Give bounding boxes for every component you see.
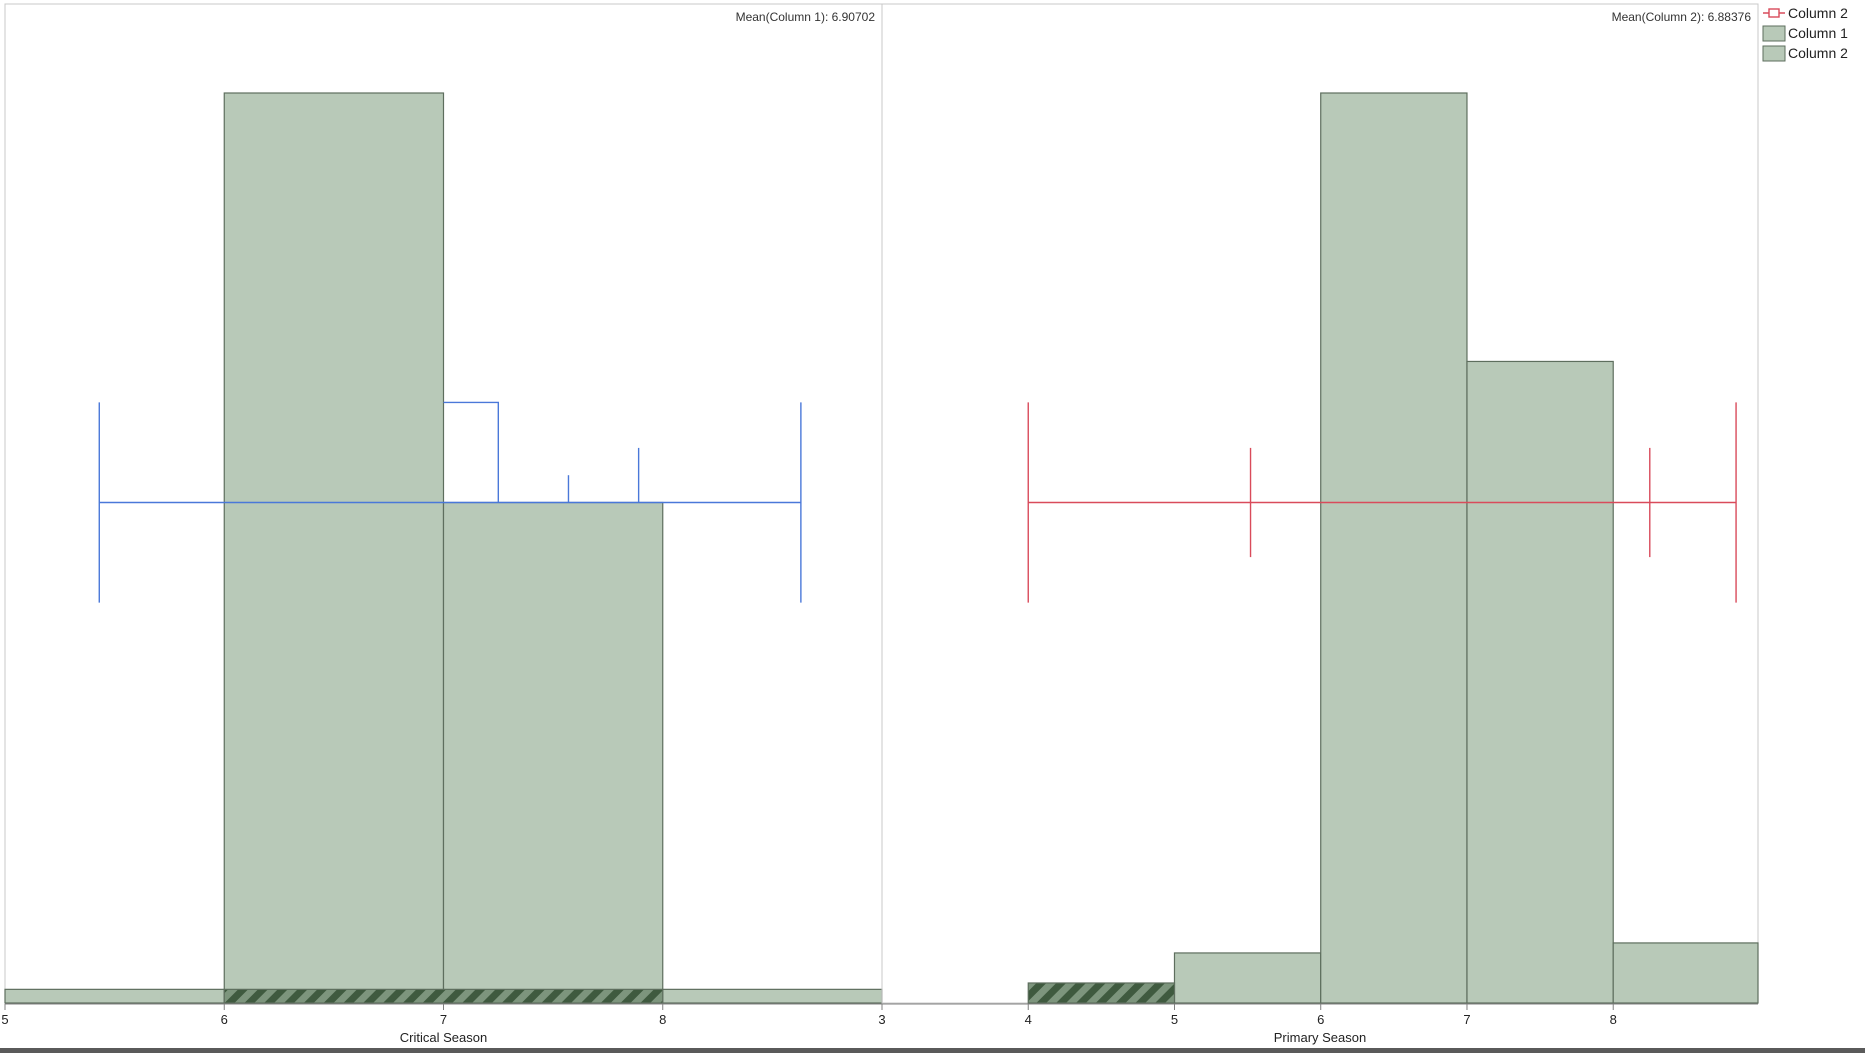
mean-annotation: Mean(Column 1): 6.90702 — [736, 10, 876, 24]
x-tick-label: 8 — [1610, 1012, 1617, 1027]
legend-swatch — [1762, 45, 1786, 62]
histogram-bar — [662, 988, 883, 1004]
legend-swatch-box — [1768, 8, 1780, 18]
x-tick-label: 5 — [1, 1012, 8, 1027]
x-tick-label: 7 — [440, 1012, 447, 1027]
x-tick-label: 8 — [659, 1012, 666, 1027]
highlighted-bar — [1027, 982, 1176, 1004]
legend-item: Column 1 — [1762, 25, 1848, 42]
window-bottom-border — [0, 1048, 1865, 1053]
legend-item: Column 2 — [1762, 45, 1848, 62]
panel-frame — [881, 3, 1759, 1004]
legend: Column 2 Column 1 Column 2 — [1762, 5, 1848, 62]
histogram-bar — [1612, 942, 1759, 1004]
x-tick-label: 4 — [1025, 1012, 1032, 1027]
x-axis-title: Primary Season — [1274, 1030, 1366, 1045]
x-tick-label: 6 — [221, 1012, 228, 1027]
quantile-box — [443, 401, 500, 503]
legend-label: Column 2 — [1788, 5, 1848, 21]
legend-item: Column 2 — [1763, 5, 1848, 21]
chart-panel-2: 4 5 6 7 8 Primary Season Mean(Column 2): 6.883… — [881, 3, 1759, 1045]
histogram-bar — [4, 988, 225, 1004]
highlighted-bar — [223, 988, 664, 1004]
chart-panel-1: 5 6 7 8 3 Critical Season Mean(Column 1): 6.90… — [1, 3, 886, 1045]
x-tick-label: 3 — [878, 1012, 885, 1027]
mean-annotation: Mean(Column 2): 6.88376 — [1612, 10, 1752, 24]
legend-label: Column 2 — [1788, 45, 1848, 61]
x-tick-label: 7 — [1463, 1012, 1470, 1027]
legend-swatch — [1762, 25, 1786, 42]
histogram-bar — [1466, 360, 1614, 1004]
x-tick-label: 5 — [1171, 1012, 1178, 1027]
histogram-bar — [1173, 952, 1322, 1004]
x-tick-label: 6 — [1317, 1012, 1324, 1027]
legend-label: Column 1 — [1788, 25, 1848, 41]
histogram-bar — [223, 92, 445, 1004]
histogram-bar — [442, 501, 664, 1004]
x-axis-title: Critical Season — [400, 1030, 487, 1045]
histogram-bar — [1320, 92, 1468, 1004]
